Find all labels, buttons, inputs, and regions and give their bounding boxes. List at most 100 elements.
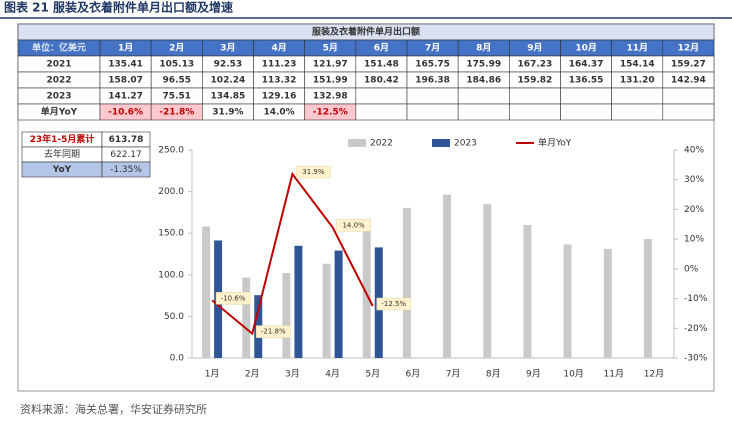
bar — [294, 245, 303, 358]
y2-tick-label: 10% — [684, 235, 704, 245]
x-tick-label: 3月 — [285, 369, 300, 380]
cell-value: 105.13 — [159, 60, 194, 70]
column-header: 10月 — [575, 43, 597, 54]
y2-tick-label: 40% — [684, 146, 704, 156]
cell-value: 111.23 — [262, 60, 297, 70]
column-header: 12月 — [678, 43, 700, 54]
cell-value: 184.86 — [466, 76, 501, 86]
label-box — [215, 292, 251, 305]
cell-value: 159.82 — [518, 76, 553, 86]
x-tick-label: 10月 — [563, 369, 583, 380]
summary-value: 613.78 — [109, 135, 144, 145]
data-label: -21.8% — [261, 328, 286, 336]
cell-value: 75.51 — [163, 92, 191, 102]
x-tick-label: 2月 — [245, 369, 260, 380]
bar — [603, 248, 612, 358]
x-tick-label: 6月 — [406, 369, 421, 380]
summary-cell — [101, 161, 151, 178]
legend-label: 单月YoY — [538, 137, 572, 149]
y-tick-label: 250.0 — [158, 146, 184, 156]
column-header: 3月 — [220, 43, 235, 54]
cell — [355, 87, 408, 105]
column-header: 1月 — [118, 43, 133, 54]
y2-tick-label: 30% — [684, 175, 704, 185]
cell-value: 151.48 — [364, 60, 399, 70]
y-tick-label: 100.0 — [158, 270, 184, 280]
summary-label: YoY — [52, 165, 72, 175]
column-header: 4月 — [271, 43, 286, 54]
cell-value: 165.75 — [415, 60, 450, 70]
cell-value: 142.94 — [671, 76, 706, 86]
bar — [402, 207, 411, 358]
cell — [509, 87, 561, 105]
cell-value: -12.5% — [313, 108, 348, 118]
bar — [483, 204, 492, 358]
cell-value: -21.8% — [159, 108, 194, 118]
source: 资料来源：海关总署，华安证券研究所 — [20, 402, 207, 416]
x-tick-label: 7月 — [446, 369, 461, 380]
data-label: -12.5% — [381, 300, 406, 308]
data-label: 14.0% — [342, 221, 365, 229]
x-tick-label: 11月 — [604, 369, 624, 380]
cell-value: 135.41 — [108, 60, 143, 70]
x-tick-label: 12月 — [644, 369, 664, 380]
x-tick-label: 8月 — [486, 369, 501, 380]
summary-value: -1.35% — [110, 165, 142, 175]
column-header: 7月 — [425, 43, 440, 54]
line — [211, 171, 374, 336]
bar — [643, 239, 652, 358]
cell-value: 129.16 — [262, 92, 297, 102]
y-tick-label: 0.0 — [170, 354, 185, 364]
bar — [322, 263, 331, 358]
bar — [242, 277, 251, 358]
cell-value: 132.98 — [313, 92, 348, 102]
cell-value: 158.07 — [108, 76, 143, 86]
summary-label: 去年同期 — [44, 148, 80, 160]
cell-value: 134.85 — [211, 92, 246, 102]
bar — [334, 250, 343, 358]
column-header: 8月 — [476, 43, 491, 54]
row-label: 单月YoY — [41, 106, 78, 118]
cell — [560, 87, 612, 105]
legend-label: 2022 — [370, 139, 393, 149]
label-box — [376, 297, 411, 311]
cell — [406, 87, 459, 105]
x-tick-label: 5月 — [365, 369, 380, 380]
cell-value: 136.55 — [569, 76, 604, 86]
y2-tick-label: -30% — [684, 354, 708, 364]
data-label: -10.6% — [221, 294, 246, 302]
cell-value: 131.20 — [620, 76, 655, 86]
cell-value: 121.97 — [313, 60, 348, 70]
legend-label: 2023 — [454, 139, 477, 149]
cell-value: 159.27 — [671, 60, 706, 70]
cell — [457, 103, 510, 121]
y-tick-label: 200.0 — [158, 187, 184, 197]
column-header: 2月 — [169, 43, 184, 54]
summary-label: 23年1-5月累计 — [30, 133, 95, 145]
x-tick-label: 1月 — [205, 369, 220, 380]
cell-value: 154.14 — [620, 60, 655, 70]
cell-value: 31.9% — [212, 108, 243, 118]
bar — [523, 225, 532, 358]
data-label: 31.9% — [302, 168, 325, 176]
cell — [611, 87, 664, 105]
cell-value: 151.99 — [313, 76, 348, 86]
legend-swatch — [348, 139, 366, 147]
legend-swatch — [432, 139, 450, 147]
y2-tick-label: 0% — [684, 264, 699, 274]
cell — [406, 103, 459, 121]
label-box — [296, 165, 331, 179]
column-header: 6月 — [374, 43, 389, 54]
cell — [509, 103, 561, 121]
bar — [202, 226, 211, 358]
row-label: 2021 — [46, 60, 71, 70]
bar — [282, 272, 291, 358]
bar — [563, 244, 572, 358]
column-header: 单位：亿美元 — [32, 42, 86, 54]
cell-value: 14.0% — [263, 108, 294, 118]
label-box — [256, 325, 291, 338]
cell-value: 164.37 — [569, 60, 604, 70]
cell-value: 141.27 — [108, 92, 143, 102]
cell-value: -10.6% — [108, 108, 143, 118]
cell-value: 92.53 — [214, 60, 242, 70]
